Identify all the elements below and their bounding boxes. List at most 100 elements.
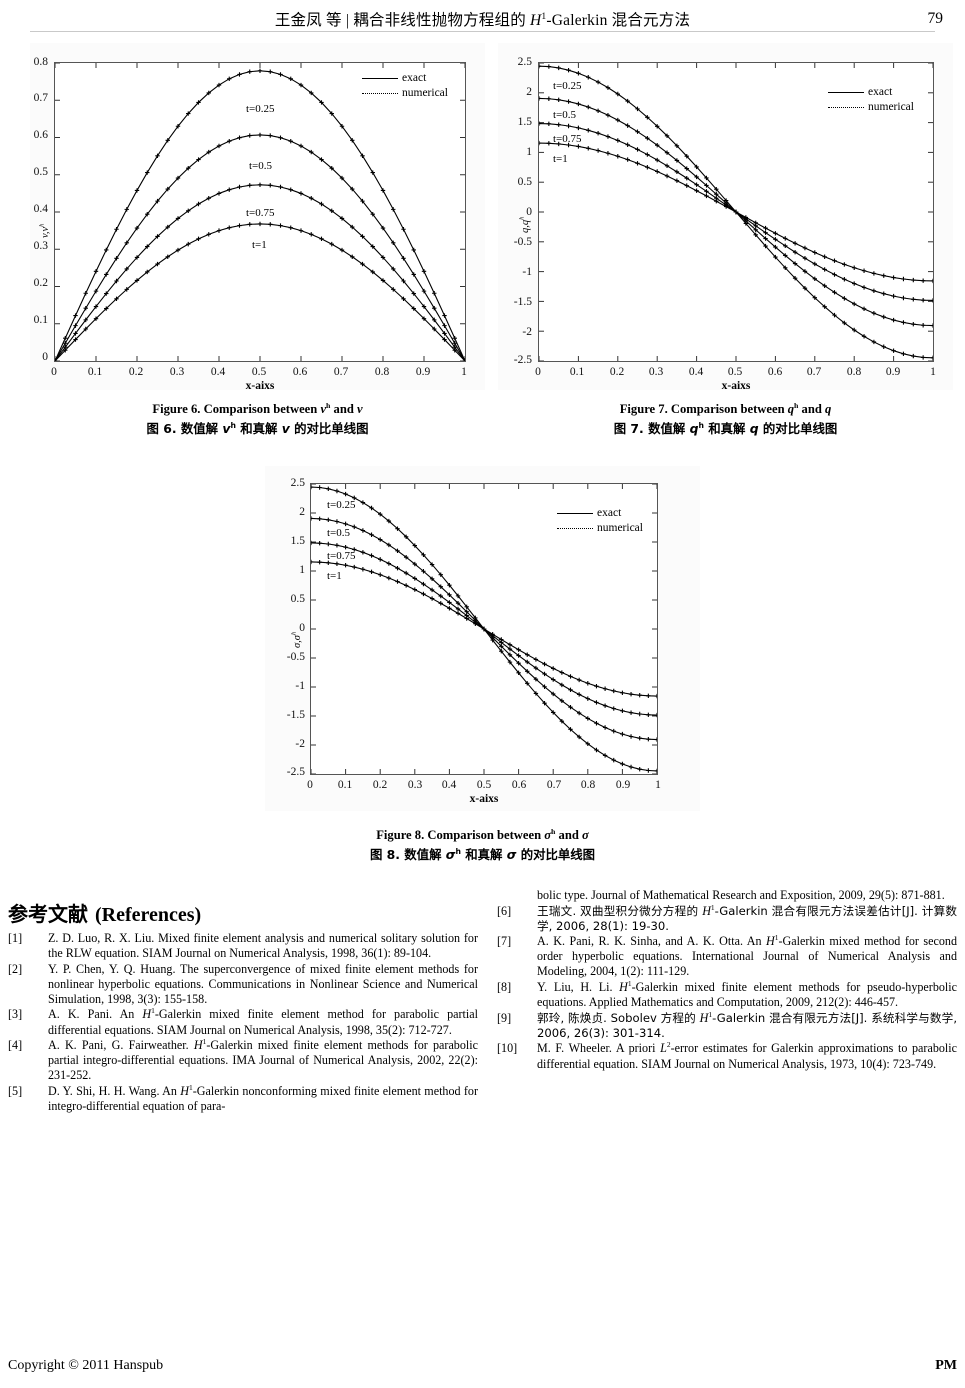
page-number: 79 <box>927 10 944 27</box>
reference-item: [5] D. Y. Shi, H. H. Wang. An H1-Galerkin… <box>8 1084 478 1114</box>
reference-text: Z. D. Luo, R. X. Liu. Mixed finite eleme… <box>48 931 478 961</box>
legend-label-numerical: numerical <box>597 522 643 534</box>
copyright-text: Copyright © 2011 Hanspub <box>8 1358 164 1373</box>
figure-8-caption-en: Figure 8. Comparison between σh and σ <box>376 826 589 842</box>
figure-6-annotation-t025: t=0.25 <box>246 103 275 115</box>
figure-7-x-axis-label: x-aixs <box>721 380 751 392</box>
journal-code: PM <box>935 1358 957 1373</box>
figure-7-svg <box>539 63 933 361</box>
figure-8-annotation-t05: t=0.5 <box>327 527 351 539</box>
figure-7-annotation-t025: t=0.25 <box>553 80 582 92</box>
reference-number: [10] <box>497 1041 518 1056</box>
reference-item: [4] A. K. Pani, G. Fairweather. H1-Galerk… <box>8 1038 478 1083</box>
reference-item: [10] M. F. Wheeler. A priori L2-error est… <box>497 1041 957 1071</box>
legend-label-numerical: numerical <box>402 87 448 99</box>
running-head-math-H: H <box>529 12 542 29</box>
figure-8-caption-zh: 图 8. 数值解 σh 和真解 σ 的对比单线图 <box>369 846 596 862</box>
references-heading: 参考文献 (References) <box>8 898 201 927</box>
legend-label-exact: exact <box>402 72 427 84</box>
running-head-article-title-pre: 耦合非线性抛物方程组的 <box>353 12 530 29</box>
legend-line-numerical-icon <box>828 107 864 108</box>
legend-line-numerical-icon <box>362 93 398 94</box>
figure-7-y-axis-label: q,qh <box>518 216 532 233</box>
figure-8-annotation-t025: t=0.25 <box>327 499 356 511</box>
figure-8-plot <box>310 483 658 775</box>
figure-6-x-axis-label: x-aixs <box>245 380 275 392</box>
reference-number: [3] <box>8 1007 23 1022</box>
reference-text: M. F. Wheeler. A priori L2-error estimat… <box>537 1040 957 1071</box>
running-head: 王金凤 等 | 耦合非线性抛物方程组的 H1-Galerkin 混合元方法 79 <box>0 6 965 32</box>
running-head-article-title-post: -Galerkin 混合元方法 <box>546 12 691 29</box>
reference-item: [3] A. K. Pani. An H1-Galerkin mixed fini… <box>8 1007 478 1037</box>
header-divider <box>30 31 935 32</box>
figure-7-annotation-t1: t=1 <box>553 153 568 165</box>
legend-line-exact-icon <box>362 78 398 79</box>
figure-7-annotation-t075: t=0.75 <box>553 133 582 145</box>
figure-7-caption-en: Figure 7. Comparison between qh and q <box>619 400 832 416</box>
reference-item: [8] Y. Liu, H. Li. H1-Galerkin mixed fini… <box>497 980 957 1010</box>
figure-8-caption: Figure 8. Comparison between σh and σ 图 … <box>230 826 735 864</box>
reference-text: A. K. Pani, R. K. Sinha, and A. K. Otta.… <box>537 933 957 979</box>
figure-6-caption: Figure 6. Comparison between vh and v 图 … <box>30 400 485 438</box>
reference-text: A. K. Pani, G. Fairweather. H1-Galerkin … <box>48 1037 478 1083</box>
reference-number: [9] <box>497 1010 512 1025</box>
reference-number: [4] <box>8 1038 23 1053</box>
reference-item: [7] A. K. Pani, R. K. Sinha, and A. K. Ot… <box>497 934 957 979</box>
running-head-separator: | <box>345 12 350 29</box>
figure-6-plot <box>54 62 466 362</box>
reference-item: [6] 王瑞文. 双曲型积分微分方程的 H1-Galerkin 混合有限元方法误差… <box>497 902 958 934</box>
reference-number: [2] <box>8 961 23 976</box>
running-head-title: 王金凤 等 | 耦合非线性抛物方程组的 H1-Galerkin 混合元方法 <box>0 8 965 30</box>
figure-6-y-axis-label: v,vh <box>38 223 52 238</box>
references-heading-zh: 参考文献 <box>8 902 88 926</box>
reference-number: [7] <box>497 934 512 949</box>
reference-text: Y. Liu, H. Li. H1-Galerkin mixed finite … <box>537 979 957 1010</box>
figure-6-caption-zh: 图 6. 数值解 vh 和真解 v 的对比单线图 <box>146 420 369 436</box>
legend-label-exact: exact <box>597 507 622 519</box>
reference-text: A. K. Pani. An H1-Galerkin mixed finite … <box>48 1006 478 1037</box>
figure-6-caption-en: Figure 6. Comparison between vh and v <box>152 400 363 416</box>
legend-label-exact: exact <box>868 86 893 98</box>
running-head-math-sup: 1 <box>541 10 547 22</box>
references-column-right: bolic type. Journal of Mathematical Rese… <box>497 888 957 1072</box>
reference-item: [9] 郭玲, 陈焕贞. Sobolev 方程的 H1-Galerkin 混合有限… <box>497 1009 958 1041</box>
figure-8-annotation-t1: t=1 <box>327 570 342 582</box>
reference-text: 王瑞文. 双曲型积分微分方程的 H1-Galerkin 混合有限元方法误差估计[… <box>537 902 958 933</box>
reference-item: [1] Z. D. Luo, R. X. Liu. Mixed finite el… <box>8 931 478 961</box>
figure-8-legend: exact numerical <box>557 506 643 536</box>
figure-6-svg <box>55 63 465 361</box>
figure-6-annotation-t075: t=0.75 <box>246 207 275 219</box>
figure-7-plot <box>538 62 934 362</box>
figure-7-legend: exact numerical <box>828 85 914 115</box>
figure-8-panel: 2.5 2 1.5 1 0.5 0 -0.5 -1 -1.5 -2 -2.5 0… <box>265 466 700 811</box>
legend-label-numerical: numerical <box>868 101 914 113</box>
page-footer: Copyright © 2011 Hanspub PM <box>8 1358 957 1374</box>
figure-7-caption-zh: 图 7. 数值解 qh 和真解 q 的对比单线图 <box>613 420 838 436</box>
figure-8-x-axis-label: x-aixs <box>469 793 499 805</box>
figure-6-annotation-t05: t=0.5 <box>249 160 273 172</box>
figure-8-annotation-t075: t=0.75 <box>327 550 356 562</box>
reference-item: [2] Y. P. Chen, Y. Q. Huang. The supercon… <box>8 962 478 1007</box>
figure-7-caption: Figure 7. Comparison between qh and q 图 … <box>498 400 953 438</box>
figure-7-annotation-t05: t=0.5 <box>553 109 577 121</box>
legend-line-exact-icon <box>828 92 864 93</box>
references-heading-en: (References) <box>94 904 202 926</box>
reference-number: [1] <box>8 931 23 945</box>
reference-text: Y. P. Chen, Y. Q. Huang. The superconver… <box>48 961 478 1006</box>
references-column-left: [1] Z. D. Luo, R. X. Liu. Mixed finite el… <box>8 931 478 1115</box>
figure-8-y-axis-label: σ,σh <box>290 631 304 648</box>
reference-text: D. Y. Shi, H. H. Wang. An H1-Galerkin no… <box>48 1082 478 1114</box>
legend-line-exact-icon <box>557 513 593 514</box>
running-head-authors: 王金凤 等 <box>274 12 342 29</box>
reference-continuation-text: bolic type. Journal of Mathematical Rese… <box>537 888 945 902</box>
figure-8-svg <box>311 484 657 774</box>
figure-7-panel: 2.5 2 1.5 1 0.5 0 -0.5 -1 -1.5 -2 -2.5 0… <box>498 43 953 392</box>
reference-continuation: bolic type. Journal of Mathematical Rese… <box>497 888 957 903</box>
figure-6-annotation-t1: t=1 <box>252 239 267 251</box>
reference-number: [6] <box>497 903 512 918</box>
figure-6-panel: 0.8 0.7 0.6 0.5 0.4 0.3 0.2 0.1 0 0 0.1 … <box>30 43 485 392</box>
legend-line-numerical-icon <box>557 528 593 529</box>
reference-number: [8] <box>497 980 512 995</box>
reference-text: 郭玲, 陈焕贞. Sobolev 方程的 H1-Galerkin 混合有限元方法… <box>537 1009 958 1040</box>
figure-6-legend: exact numerical <box>362 71 448 101</box>
